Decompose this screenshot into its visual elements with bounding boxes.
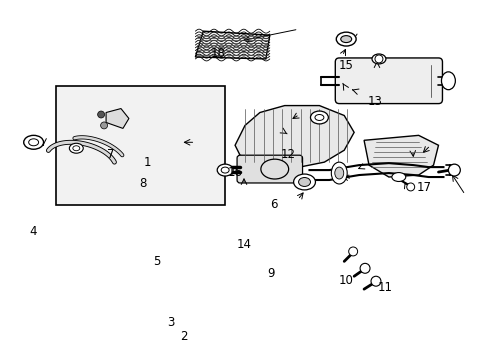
Circle shape [406,183,414,191]
Text: 17: 17 [416,181,430,194]
Text: 13: 13 [367,95,382,108]
Polygon shape [195,31,269,59]
Ellipse shape [336,32,355,46]
Text: 8: 8 [139,177,146,190]
Ellipse shape [260,159,288,179]
Bar [56,86,224,205]
Ellipse shape [293,174,315,190]
Text: 9: 9 [267,267,274,280]
Ellipse shape [314,114,323,121]
Text: 1: 1 [143,156,151,169]
Ellipse shape [24,135,43,149]
Polygon shape [106,109,129,129]
Text: 15: 15 [338,59,353,72]
Ellipse shape [298,177,310,186]
Text: 4: 4 [30,225,37,238]
Ellipse shape [29,139,39,146]
Text: 3: 3 [167,316,174,329]
Text: 5: 5 [153,255,161,268]
Text: 2: 2 [180,330,187,343]
Circle shape [98,111,104,118]
Text: 6: 6 [269,198,277,211]
Circle shape [447,164,459,176]
Ellipse shape [441,72,454,90]
Circle shape [370,276,380,286]
Text: 10: 10 [338,274,353,287]
Ellipse shape [73,146,80,151]
FancyBboxPatch shape [237,155,302,183]
Ellipse shape [371,54,385,64]
FancyBboxPatch shape [335,58,442,104]
Ellipse shape [217,164,233,176]
Circle shape [101,122,107,129]
Ellipse shape [334,167,343,179]
Circle shape [374,55,382,63]
Ellipse shape [69,143,83,153]
Circle shape [359,264,369,273]
Text: 18: 18 [210,47,225,60]
Ellipse shape [221,167,229,173]
Text: 7: 7 [107,148,115,162]
Ellipse shape [331,162,346,184]
Polygon shape [235,105,353,168]
Text: 11: 11 [377,281,392,294]
Text: 14: 14 [237,238,251,251]
Text: 16: 16 [227,166,242,179]
Circle shape [348,247,357,256]
Ellipse shape [340,36,351,42]
Text: 12: 12 [280,148,295,162]
Polygon shape [364,135,438,177]
Ellipse shape [310,111,327,124]
Ellipse shape [391,172,405,181]
